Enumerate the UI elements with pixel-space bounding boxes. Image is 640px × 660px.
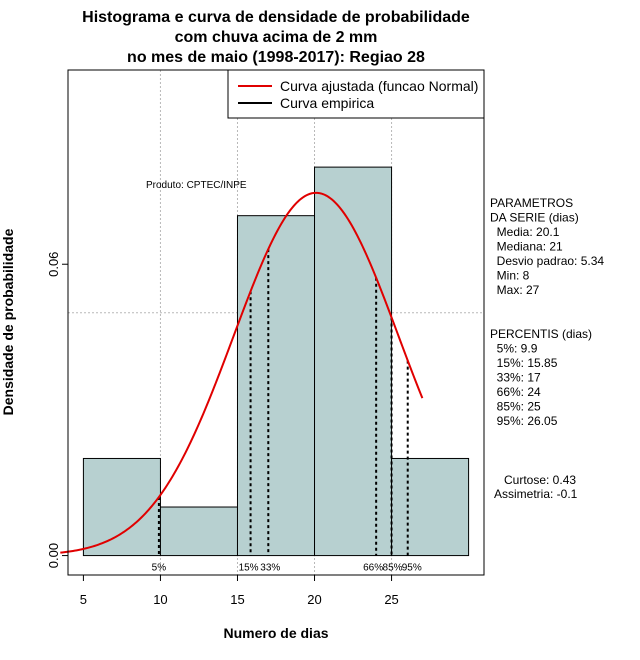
product-label: Produto: CPTEC/INPE: [146, 180, 247, 191]
stats-percentile-line: 85%: 25: [490, 400, 541, 414]
stats-percentile-line: 15%: 15.85: [490, 356, 558, 370]
stats-param-line: PARAMETROS: [490, 196, 573, 210]
x-tick-label: 25: [384, 592, 398, 607]
x-axis: 5 10 15 20 25: [80, 575, 399, 607]
y-tick-label: 0.06: [46, 252, 61, 277]
stats-param-line: Media: 20.1: [490, 225, 560, 239]
x-tick-label: 10: [153, 592, 167, 607]
stats-shape-line: Assimetria: -0.1: [494, 487, 578, 501]
legend-box: [227, 69, 485, 119]
normal-curve: [60, 191, 424, 554]
y-tick-label: 0.00: [46, 543, 61, 568]
histogram-bar: [236, 215, 316, 557]
stats-percentile-line: PERCENTIS (dias): [490, 327, 592, 341]
percentile-label: 5%: [152, 563, 167, 574]
x-tick-label: 15: [230, 592, 244, 607]
stats-param-line: Mediana: 21: [490, 240, 563, 254]
title-line: com chuva acima de 2 mm: [175, 29, 378, 46]
legend: Curva ajustada (funcao Normal)Curva empi…: [227, 69, 485, 119]
histogram-bars: [82, 166, 470, 557]
chart-title: Histograma e curva de densidade de proba…: [82, 9, 470, 66]
stats-percentile-line: 66%: 24: [490, 385, 541, 399]
percentile-label: 85%: [383, 563, 403, 574]
stats-param-line: DA SERIE (dias): [490, 211, 579, 225]
stats-param-line: Max: 27: [490, 283, 540, 297]
normal-curve-path: [60, 191, 424, 554]
histogram-bar: [314, 166, 393, 557]
stats-percentile-line: 33%: 17: [490, 371, 541, 385]
stats-param-line: Desvio padrao: 5.34: [490, 254, 604, 268]
percentile-label: 95%: [402, 563, 422, 574]
x-tick-label: 20: [307, 592, 321, 607]
percentile-label: 33%: [260, 563, 280, 574]
x-axis-label: Numero de dias: [223, 625, 328, 641]
stats-percentile-line: 5%: 9.9: [490, 342, 538, 356]
title-line: Histograma e curva de densidade de proba…: [82, 9, 470, 26]
stats-shape-line: Curtose: 0.43: [504, 473, 576, 487]
legend-label: Curva empirica: [280, 95, 374, 111]
x-tick-label: 5: [80, 592, 87, 607]
percentile-label: 15%: [239, 563, 259, 574]
stats-percentile-line: 95%: 26.05: [490, 414, 558, 428]
legend-label: Curva ajustada (funcao Normal): [280, 78, 478, 94]
histogram-bar: [82, 457, 161, 557]
histogram-bar: [159, 506, 238, 557]
histogram-bar: [391, 457, 470, 557]
percentile-label: 66%: [363, 563, 383, 574]
percentile-markers: 5% 15% 33% 66% 85% 95%: [152, 249, 422, 574]
y-axis: 0.00 0.06: [46, 252, 68, 568]
y-axis-label: Densidade de probabilidade: [0, 228, 16, 415]
title-line: no mes de maio (1998-2017): Regiao 28: [127, 49, 425, 66]
stats-param-line: Min: 8: [490, 269, 530, 283]
